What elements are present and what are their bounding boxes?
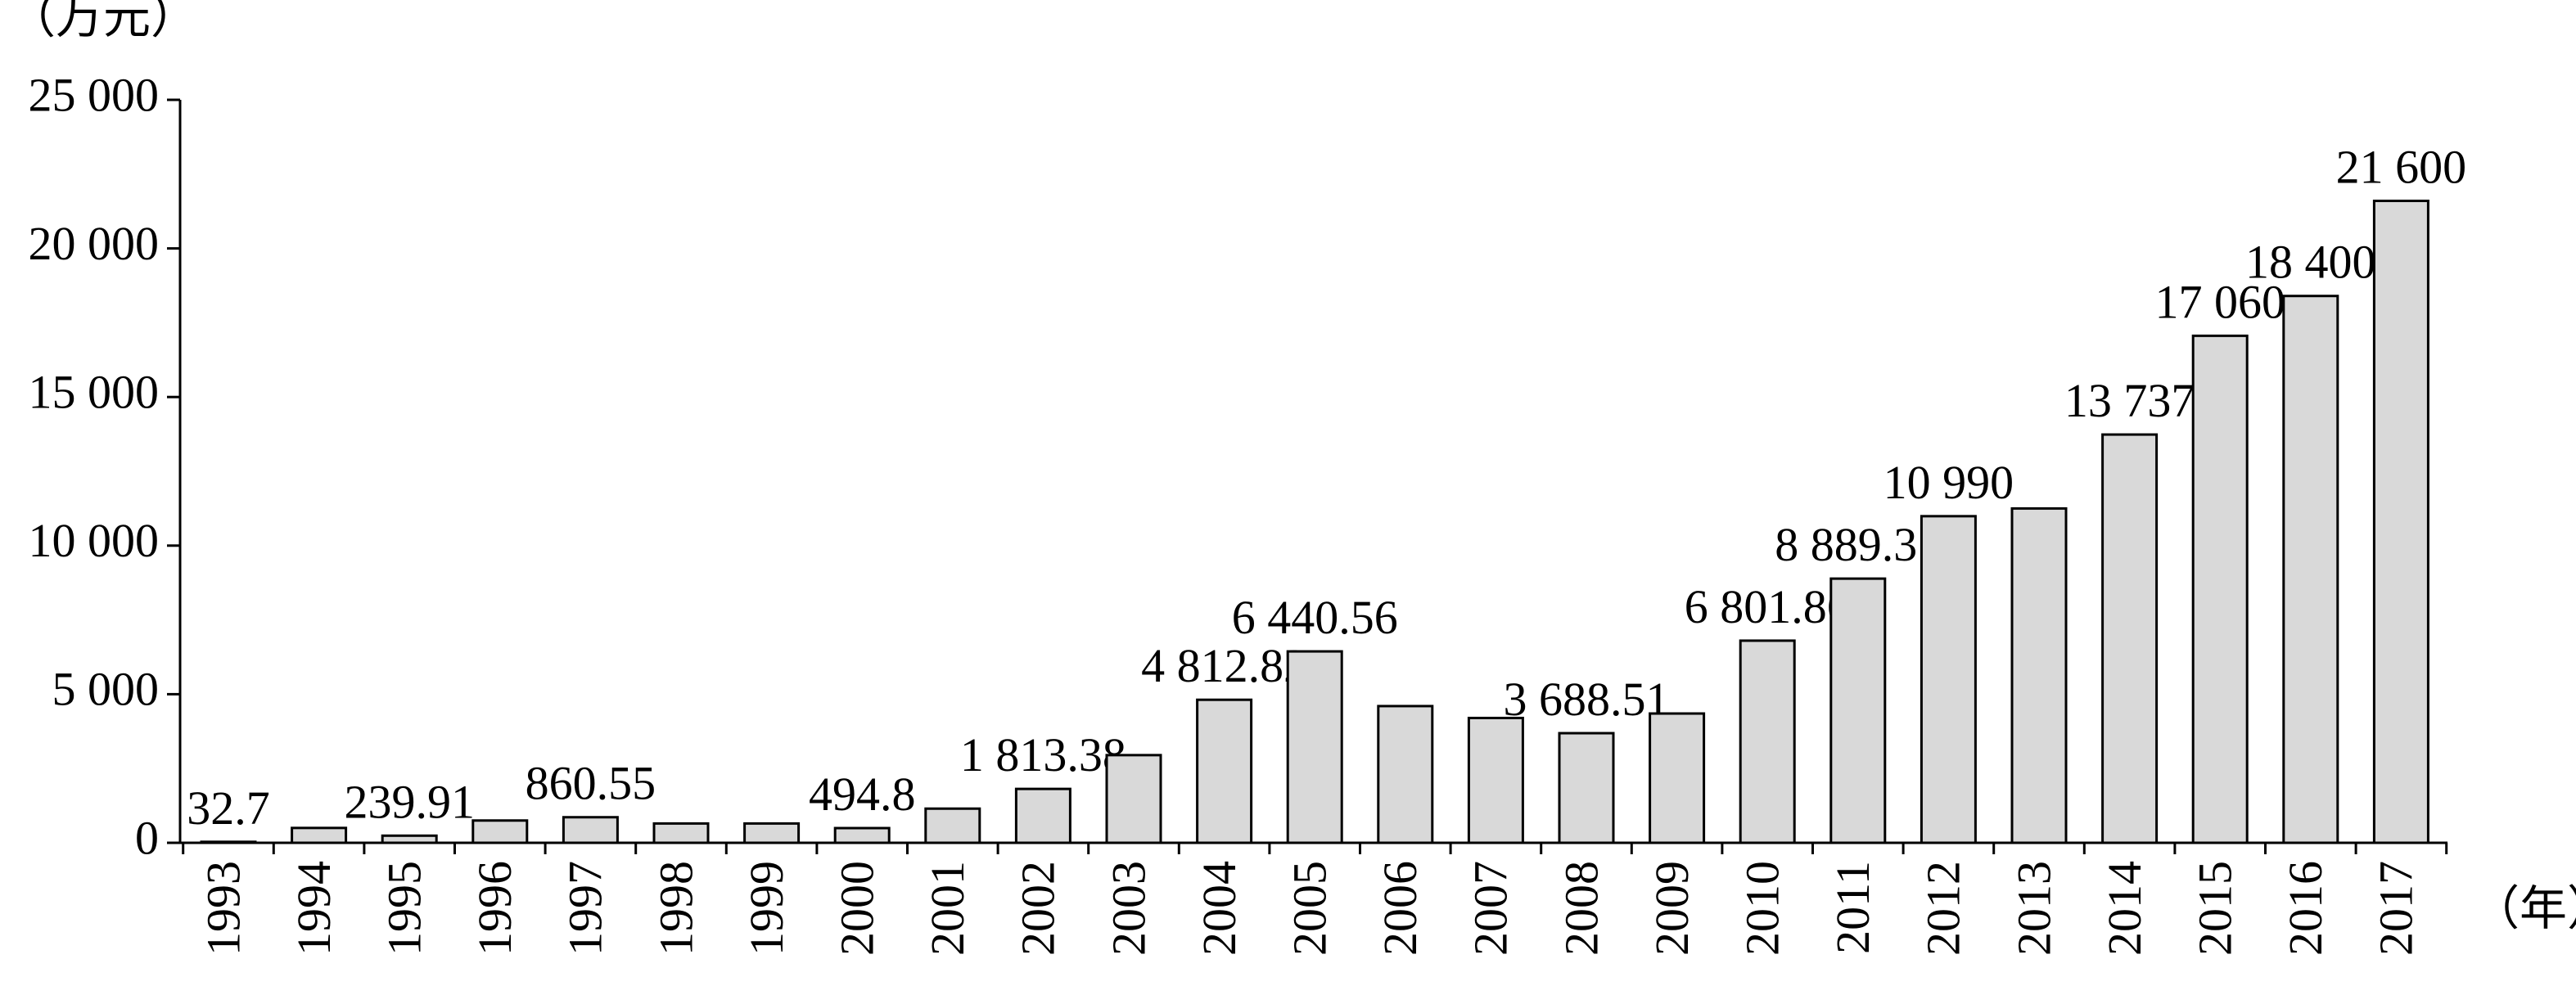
value-label: 18 400 (2245, 236, 2376, 289)
value-label: 13 737 (2064, 374, 2195, 427)
bar (1558, 732, 1615, 844)
bar (2282, 295, 2339, 844)
value-label: 6 440.56 (1232, 591, 1398, 644)
bar (924, 807, 981, 844)
value-label: 8 889.31 (1775, 518, 1941, 571)
x-tick-label: 1996 (468, 861, 521, 956)
x-tick-label: 2004 (1193, 861, 1246, 956)
bar (1196, 698, 1253, 844)
x-tick-label: 1994 (287, 861, 341, 956)
bar (1105, 754, 1162, 844)
x-tick-label: 2006 (1374, 861, 1427, 956)
bar (2191, 334, 2249, 844)
value-label: 3 688.51 (1504, 673, 1670, 726)
bar (833, 826, 891, 844)
x-tick-label: 2005 (1283, 861, 1337, 956)
x-tick-label: 2008 (1554, 861, 1608, 956)
x-tick-label: 2017 (2370, 861, 2423, 956)
x-tick-label: 1995 (378, 861, 431, 956)
x-tick-label: 2012 (1917, 861, 1970, 956)
x-tick-label: 2001 (921, 861, 974, 956)
bar (562, 816, 619, 844)
bar (1377, 705, 1434, 844)
x-tick-label: 2009 (1645, 861, 1699, 956)
x-tick-label: 2016 (2279, 861, 2332, 956)
bar (1014, 787, 1071, 844)
x-tick-label: 2013 (2007, 861, 2060, 956)
value-label: 17 060 (2154, 275, 2285, 328)
y-tick-label: 0 (135, 811, 159, 864)
x-tick-label: 2011 (1826, 861, 1879, 954)
x-tick-label: 1993 (196, 861, 250, 956)
x-tick-label: 2014 (2098, 861, 2151, 956)
y-tick-label: 25 000 (29, 68, 160, 121)
bar (200, 840, 257, 844)
value-label: 239.91 (344, 775, 475, 828)
bar (2010, 507, 2068, 844)
bar (1649, 712, 1706, 844)
x-tick-label: 2015 (2189, 861, 2242, 956)
y-tick-label: 10 000 (29, 514, 160, 567)
value-label: 32.7 (187, 781, 270, 835)
bar (381, 834, 438, 844)
x-tick-label: 1997 (559, 861, 612, 956)
bar (652, 822, 710, 844)
value-label: 6 801.86 (1685, 580, 1851, 633)
bar (1467, 716, 1524, 844)
y-tick-label: 20 000 (29, 217, 160, 270)
bar (2101, 433, 2159, 844)
value-label: 860.55 (526, 757, 656, 810)
bar (291, 826, 348, 844)
value-label: 4 812.82 (1141, 639, 1307, 692)
value-label: 10 990 (1884, 456, 2014, 509)
value-label: 21 600 (2336, 140, 2467, 193)
bar (1920, 515, 1977, 844)
x-tick-label: 2010 (1736, 861, 1789, 956)
y-tick-label: 15 000 (29, 366, 160, 419)
x-tick-label: 1998 (649, 861, 702, 956)
x-tick-label: 2003 (1102, 861, 1155, 956)
y-unit: （万元） (8, 0, 198, 43)
y-tick-label: 5 000 (52, 663, 160, 716)
value-label: 494.8 (809, 768, 916, 821)
x-unit: （年） (2472, 882, 2576, 935)
bar (1829, 577, 1887, 844)
x-tick-label: 1999 (740, 861, 793, 956)
bar (1286, 650, 1343, 844)
x-tick-label: 2007 (1464, 861, 1518, 956)
bar (2372, 199, 2429, 844)
x-tick-label: 2000 (831, 861, 884, 956)
value-label: 1 813.38 (960, 728, 1126, 781)
bar (1739, 639, 1796, 844)
bar (471, 819, 529, 844)
x-tick-label: 2002 (1012, 861, 1065, 956)
bar (743, 822, 801, 844)
